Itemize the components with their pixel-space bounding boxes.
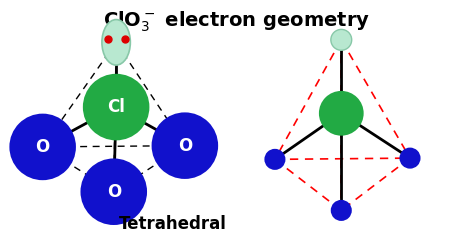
Text: ClO$_3^-$ electron geometry: ClO$_3^-$ electron geometry — [103, 10, 371, 34]
Ellipse shape — [331, 29, 352, 50]
Text: O: O — [36, 138, 50, 156]
Ellipse shape — [153, 114, 217, 178]
Ellipse shape — [84, 75, 148, 139]
Ellipse shape — [332, 201, 351, 220]
Ellipse shape — [265, 150, 284, 169]
Ellipse shape — [401, 149, 419, 168]
Text: Tetrahedral: Tetrahedral — [119, 215, 227, 233]
Text: O: O — [178, 137, 192, 155]
Ellipse shape — [10, 115, 75, 179]
Text: Cl: Cl — [107, 98, 125, 116]
Ellipse shape — [102, 20, 130, 65]
Ellipse shape — [320, 92, 363, 135]
Text: O: O — [107, 183, 121, 201]
Ellipse shape — [82, 160, 146, 224]
